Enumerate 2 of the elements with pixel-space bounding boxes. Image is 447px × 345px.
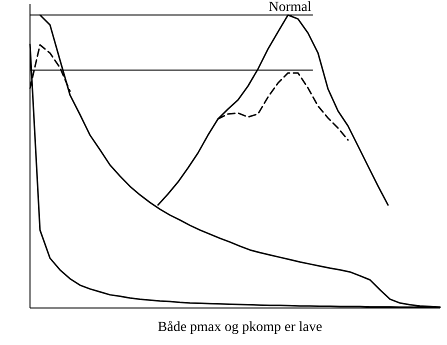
x-axis-title: Både pmax og pkomp er lave (158, 320, 322, 335)
chart-title: Normal (268, 0, 312, 15)
